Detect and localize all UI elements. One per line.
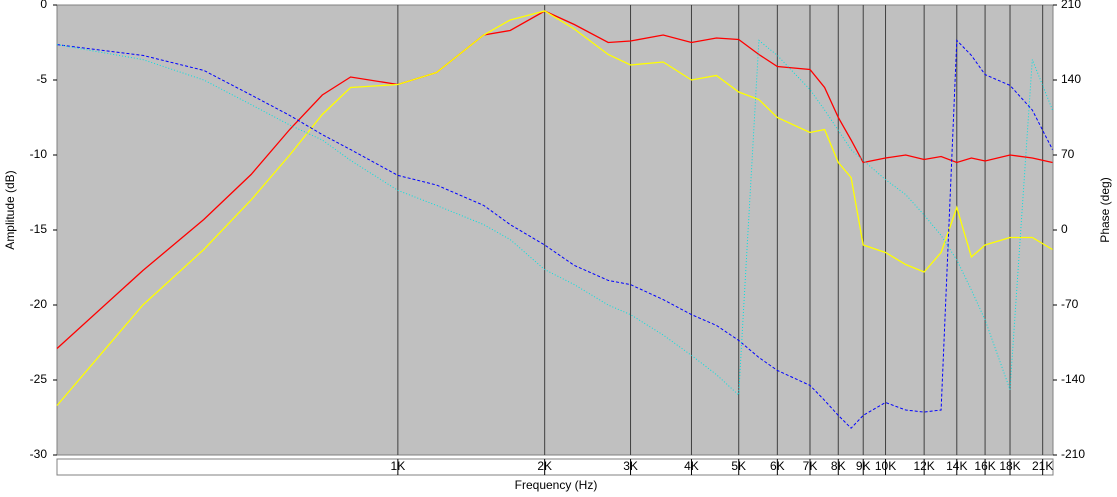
y2-tick-label: 210 bbox=[1061, 0, 1081, 11]
x-tick-label: 7K bbox=[803, 459, 818, 473]
y-tick-label: -10 bbox=[30, 147, 48, 161]
x-scale-strip bbox=[56, 458, 1054, 476]
y2-tick-label: 70 bbox=[1061, 147, 1075, 161]
x-tick-label: 8K bbox=[831, 459, 846, 473]
x-tick-label: 18K bbox=[999, 459, 1020, 473]
y2-tick-label: -70 bbox=[1061, 297, 1079, 311]
series-line bbox=[56, 10, 1053, 406]
x-tick-label: 9K bbox=[856, 459, 871, 473]
x-tick-label: 4K bbox=[684, 459, 699, 473]
y-tick-label: 0 bbox=[40, 0, 47, 11]
y-axis-label: Amplitude (dB) bbox=[3, 170, 17, 249]
x-tick-label: 6K bbox=[770, 459, 785, 473]
x-tick-label: 2K bbox=[537, 459, 552, 473]
x-tick-label: 16K bbox=[974, 459, 995, 473]
y2-tick-label: 140 bbox=[1061, 72, 1081, 86]
x-tick-label: 21K bbox=[1032, 459, 1053, 473]
y-tick-label: -25 bbox=[30, 372, 48, 386]
x-tick-label: 12K bbox=[913, 459, 934, 473]
x-tick-label: 1K bbox=[391, 459, 406, 473]
x-tick-label: 5K bbox=[731, 459, 746, 473]
y-tick-label: -20 bbox=[30, 297, 48, 311]
y-tick-label: -5 bbox=[36, 72, 47, 86]
y2-tick-label: 0 bbox=[1061, 222, 1068, 236]
series-line bbox=[56, 39, 1053, 397]
x-axis-label: Frequency (Hz) bbox=[515, 478, 598, 492]
series-line bbox=[56, 10, 1053, 349]
x-tick-label: 3K bbox=[623, 459, 638, 473]
y2-axis-label: Phase (deg) bbox=[1098, 177, 1112, 242]
y2-tick-label: -140 bbox=[1061, 372, 1085, 386]
y-tick-label: -30 bbox=[30, 447, 48, 461]
plot-area bbox=[56, 4, 1054, 456]
y-tick-label: -15 bbox=[30, 222, 48, 236]
x-tick-label: 14K bbox=[946, 459, 967, 473]
x-tick-label: 10K bbox=[875, 459, 896, 473]
y2-tick-label: -210 bbox=[1061, 447, 1085, 461]
series-line bbox=[56, 39, 1053, 429]
